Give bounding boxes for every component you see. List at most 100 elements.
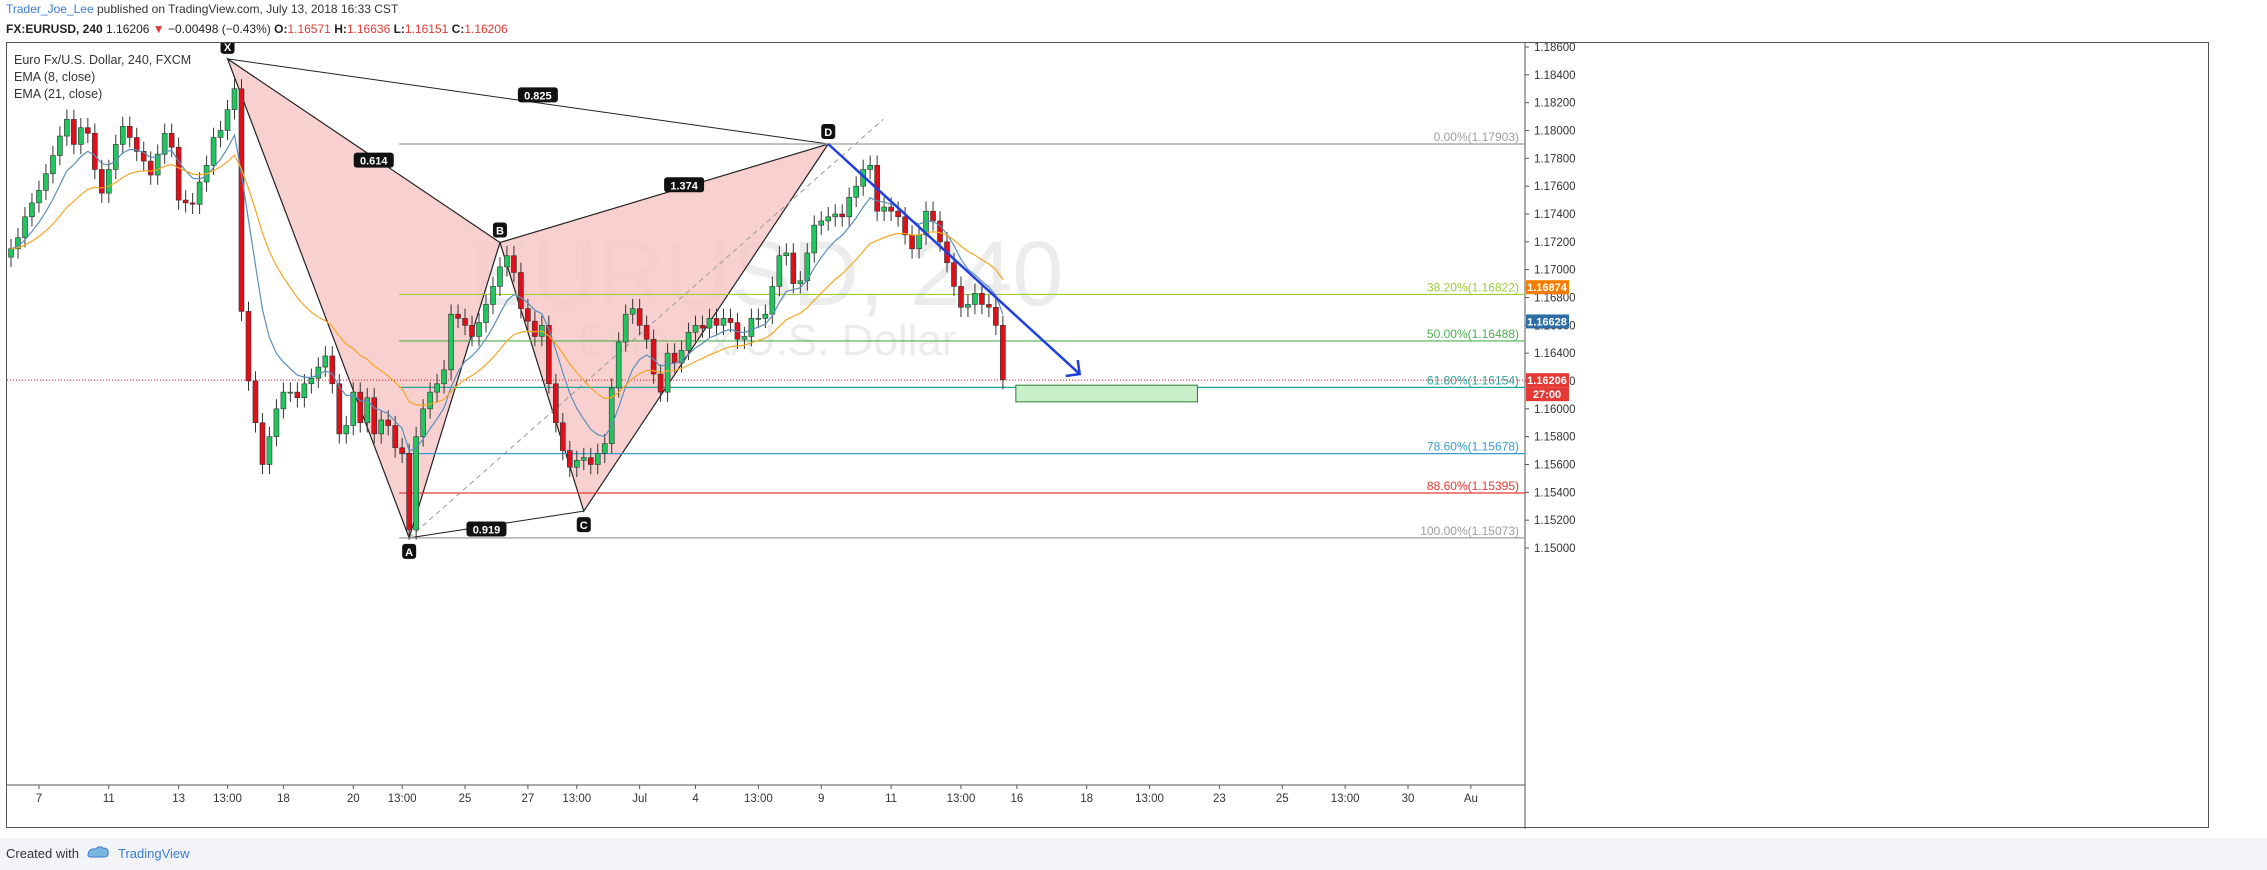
legend-ema21[interactable]: EMA (21, close) [14,87,103,101]
time-tick-label: 13 [172,793,185,805]
ratio-label: 0.919 [473,524,501,536]
pattern-point-label: D [824,127,832,139]
time-tick-label: 7 [36,793,42,805]
candle-body [525,308,531,322]
candle-body [420,408,426,437]
last-price: 1.16206 [106,22,150,36]
time-tick-label: 9 [818,793,824,805]
candle-body [958,286,964,308]
ratio-label: 1.374 [670,180,698,192]
candle-body [594,453,601,465]
candle-body [133,137,140,152]
candle-body [64,119,70,137]
candle-body [161,132,168,155]
candle-body [608,387,615,444]
publish-line: Trader_Joe_Lee published on TradingView.… [6,2,398,16]
candle-body [636,308,643,326]
fib-level-label: 78.60%(1.15678) [1427,440,1519,454]
candle-body [986,304,992,308]
candle-body [119,126,126,145]
candle-body [287,391,294,394]
candle-body [1000,325,1006,380]
price-tag [1526,280,1569,295]
high-value: 1.16636 [346,22,391,36]
candle-body [902,216,908,236]
time-tick-label: 13:00 [947,793,976,805]
candle-body [8,248,14,258]
candle-body [126,126,133,138]
price-tick-label: 1.16400 [1534,348,1576,360]
candle-body [678,350,685,364]
time-tick-label: 30 [1402,793,1415,805]
fib-level-label: 0.00%(1.17903) [1434,130,1519,144]
candle-body [441,369,447,385]
high-label: H: [334,22,347,36]
candle-body [685,331,692,351]
price-tick-label: 1.15600 [1534,460,1576,472]
time-tick-label: 13:00 [213,793,242,805]
candle-body [36,190,42,204]
candle-body [392,425,398,449]
time-tick-label: 20 [347,793,360,805]
candle-body [462,318,468,326]
price-tick-label: 1.18000 [1534,126,1576,138]
candle-body [490,286,496,305]
candle-body [350,391,357,426]
candle-body [748,318,755,337]
price-tick-label: 1.15200 [1534,515,1576,527]
candle-body [224,109,231,131]
candle-body [455,313,461,319]
candle-body [720,318,727,326]
price-tick-label: 1.16800 [1534,293,1576,305]
candle-body [762,313,769,319]
time-tick-label: 23 [1213,793,1226,805]
candle-body [217,130,224,138]
legend-ema8[interactable]: EMA (8, close) [14,70,96,84]
symbol-label: FX:EURUSD, 240 [6,22,103,36]
price-tick-label: 1.18400 [1534,70,1576,82]
time-tick-label: 13:00 [1135,793,1164,805]
price-tick-label: 1.15400 [1534,487,1576,499]
tradingview-logo-icon[interactable] [86,844,110,860]
price-tick-label: 1.15800 [1534,432,1576,444]
header-bar: Trader_Joe_Lee published on TradingView.… [0,0,2267,42]
candle-body [727,318,734,323]
candle-body [434,383,440,393]
tradingview-link[interactable]: TradingView [118,846,190,861]
candle-body [846,197,853,218]
candle-body [951,262,957,287]
candle-body [413,436,419,531]
candle-body [825,216,832,222]
price-tick-label: 1.17000 [1534,265,1576,277]
price-tick-label: 1.16000 [1534,404,1576,416]
time-tick-label: 18 [1080,793,1093,805]
ratio-badge [353,152,394,168]
candle-body [168,132,175,148]
candle-body [105,169,112,194]
author-link[interactable]: Trader_Joe_Lee [6,2,94,16]
open-label: O: [274,22,288,36]
candle-body [92,132,98,170]
candle-body [560,422,566,451]
candle-body [357,391,364,424]
open-value: 1.16571 [287,22,331,36]
candle-body [839,213,846,218]
ratio-label: 0.614 [360,156,388,168]
candle-body [713,318,720,326]
candle-body [881,206,887,212]
low-label: L: [393,22,405,36]
candle-body [364,397,371,424]
candle-body [252,380,259,424]
candle-body [972,293,978,305]
target-zone-box [1015,384,1198,403]
pattern-point-marker [402,543,417,559]
candle-body [448,313,454,371]
chart-pane[interactable]: EURUSD, 240 Euro Fx/U.S. Dollar 0.00%(1.17… [6,42,2210,829]
candle-body [553,383,559,424]
candle-body [664,352,671,393]
price-tag [1526,314,1569,329]
price-tick-label: 1.18200 [1534,98,1576,110]
candle-body [238,88,245,312]
time-tick-label: 11 [103,793,115,805]
